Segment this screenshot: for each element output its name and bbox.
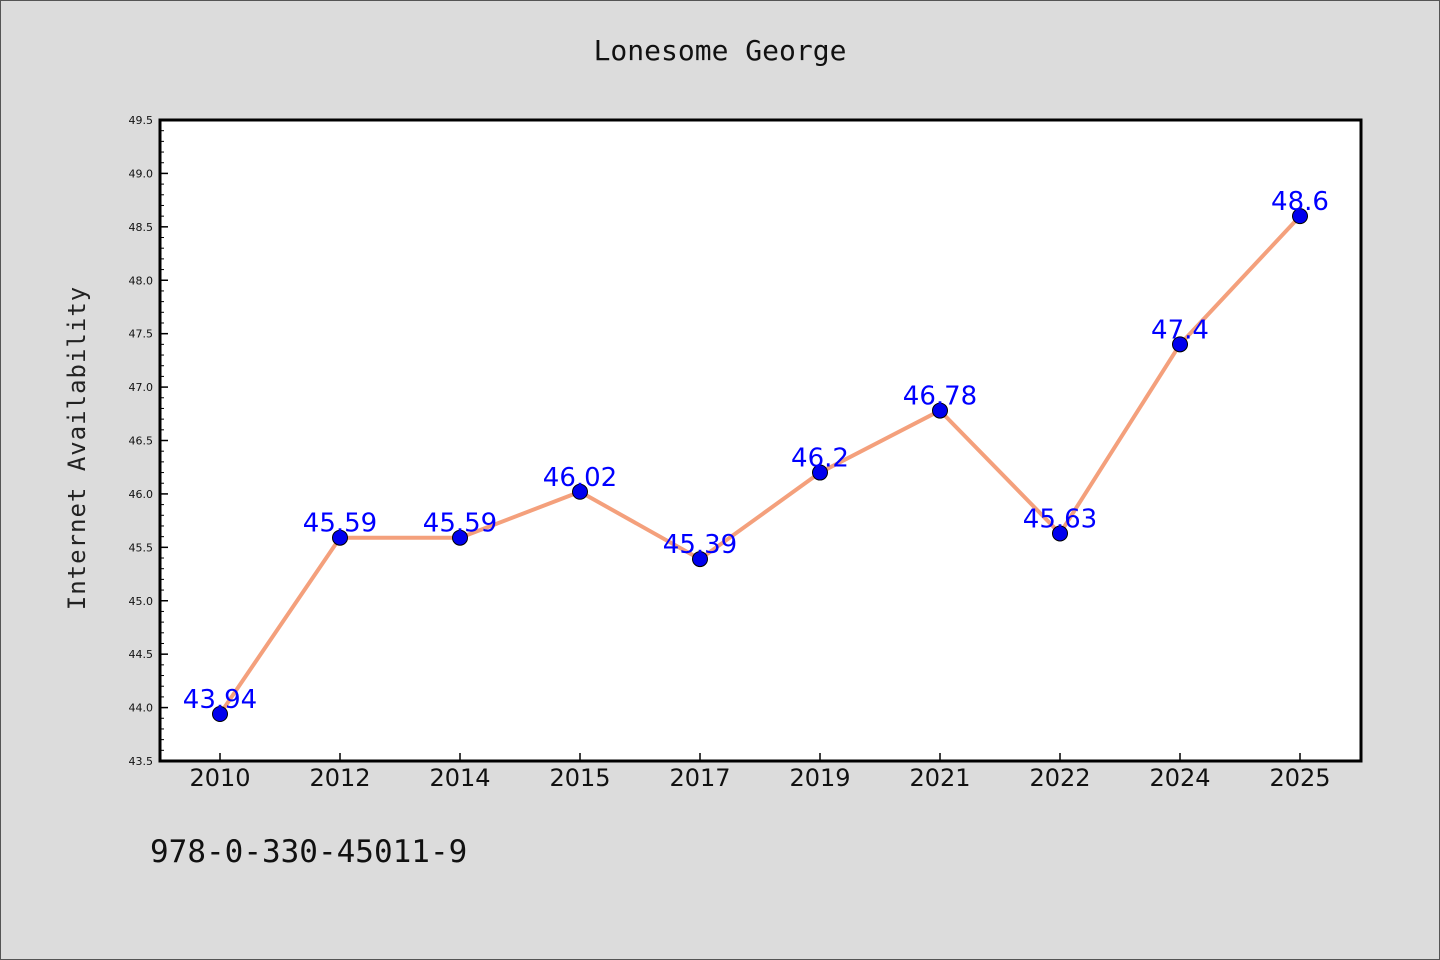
plot-area: [158, 118, 1363, 763]
data-point: [212, 705, 228, 722]
x-axis: 2010 2012 2014 2015 2017 2019 2021 2022 2024 2025: [189, 753, 1331, 792]
data-label: 48.6: [1271, 187, 1329, 217]
y-axis: 43.5 44.0 44.5 45.0 45.5 46.0 46.5 47.0 47.5 48.0…: [129, 114, 168, 768]
data-point: [812, 464, 828, 481]
y-tick-label: 44.0: [129, 702, 154, 715]
footnote-isbn: 978-0-330-45011-9: [150, 834, 468, 870]
data-label: 46.02: [543, 463, 617, 493]
y-tick-label: 49.0: [129, 167, 154, 180]
chart-title: Lonesome George: [593, 34, 847, 67]
series-line: [218, 214, 1302, 716]
x-tick-label: 2021: [909, 764, 970, 792]
x-tick-label: 2017: [669, 764, 730, 792]
y-tick-label: 47.5: [129, 328, 154, 341]
x-tick-label: 2025: [1269, 764, 1330, 792]
data-point: [1172, 336, 1188, 353]
data-label: 46.78: [903, 382, 977, 412]
data-label: 45.59: [423, 509, 497, 539]
y-tick-label: 48.5: [129, 221, 154, 234]
data-label: 45.59: [303, 509, 377, 539]
data-label: 45.63: [1023, 504, 1097, 534]
y-tick-label: 46.5: [129, 435, 154, 448]
y-tick-label: 44.5: [129, 648, 154, 661]
data-label: 47.4: [1151, 315, 1209, 345]
data-labels: 43.94 45.59 45.59 46.02 45.39 46.2 46.78 45.63 4…: [183, 187, 1329, 715]
data-label: 46.2: [791, 444, 849, 474]
data-point: [452, 529, 468, 546]
data-point: [1052, 525, 1068, 542]
x-tick-label: 2022: [1029, 764, 1090, 792]
x-tick-label: 2012: [309, 764, 370, 792]
y-tick-label: 45.0: [129, 595, 154, 608]
y-tick-label: 47.0: [129, 381, 154, 394]
x-tick-label: 2015: [549, 764, 610, 792]
x-tick-label: 2024: [1149, 764, 1210, 792]
data-point: [692, 551, 708, 568]
x-tick-label: 2010: [189, 764, 250, 792]
x-tick-label: 2019: [789, 764, 850, 792]
y-tick-label: 46.0: [129, 488, 154, 501]
y-tick-label: 45.5: [129, 541, 154, 554]
series-markers: [212, 208, 1308, 722]
y-tick-label: 49.5: [129, 114, 154, 127]
data-point: [1292, 208, 1308, 225]
data-point: [932, 402, 948, 419]
data-label: 45.39: [663, 530, 737, 560]
data-label: 43.94: [183, 685, 257, 715]
y-tick-label: 48.0: [129, 274, 154, 287]
data-point: [572, 483, 588, 500]
data-point: [332, 529, 348, 546]
x-tick-label: 2014: [429, 764, 490, 792]
y-tick-label: 43.5: [129, 755, 154, 768]
